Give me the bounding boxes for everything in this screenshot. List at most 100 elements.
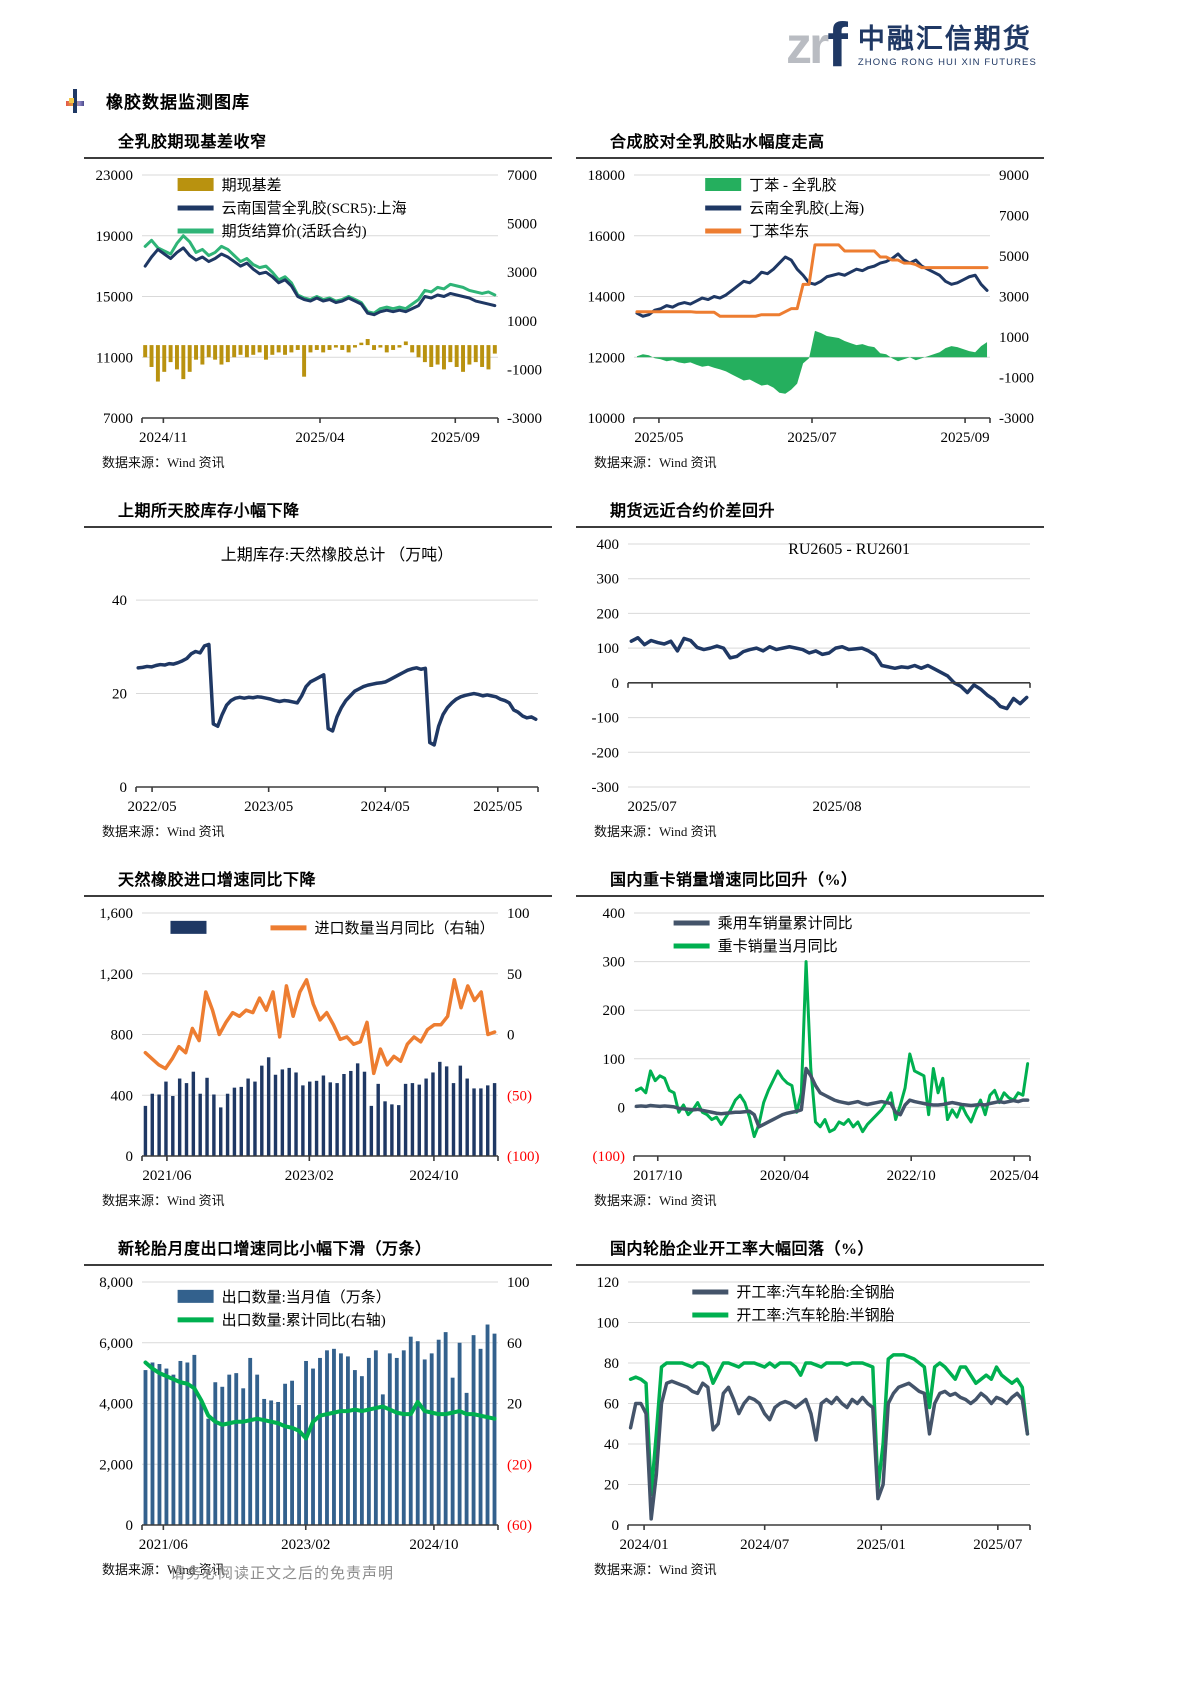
chart-title: 合成胶对全乳胶贴水幅度走高 (610, 134, 825, 151)
page-title: 橡胶数据监测图库 (106, 93, 250, 112)
svg-text:2025/05: 2025/05 (473, 799, 522, 815)
svg-text:7000: 7000 (999, 209, 1029, 225)
svg-text:200: 200 (597, 606, 620, 622)
chart-panel-synthetic-discount: 合成胶对全乳胶贴水幅度走高 18000 16000 14000 12000 10000 9… (576, 128, 1044, 471)
svg-text:上期库存:天然橡胶总计 （万吨）: 上期库存:天然橡胶总计 （万吨） (221, 546, 453, 564)
svg-text:0: 0 (120, 780, 128, 796)
chart-basis: 23000 19000 15000 11000 7000 7000 5000 3000 1000… (84, 163, 554, 448)
data-source: 数据来源：Wind 资讯 (102, 455, 225, 470)
svg-text:0: 0 (126, 1518, 134, 1534)
svg-text:2025/07: 2025/07 (973, 1537, 1023, 1553)
chart-canvas-7: 120 100 80 60 40 20 0 2024/01 2024/07 2025/01 2025… (597, 1275, 1031, 1553)
charts-grid: 全乳胶期现基差收窄 23000 19000 15000 11000 7000 7000 50… (84, 128, 1044, 1578)
svg-text:(60): (60) (507, 1518, 532, 1534)
svg-text:120: 120 (597, 1275, 620, 1291)
svg-text:丁苯 - 全乳胶: 丁苯 - 全乳胶 (749, 176, 837, 194)
svg-text:0: 0 (507, 1028, 515, 1044)
chart-canvas-3: 400 300 200 100 0 -100 -200 -300 2025/07 2025/08 R… (592, 537, 1031, 815)
title-divider (84, 895, 552, 897)
svg-text:23000: 23000 (96, 168, 134, 184)
svg-text:开工率:汽车轮胎:全钢胎: 开工率:汽车轮胎:全钢胎 (736, 1283, 894, 1301)
chart-canvas-5: 400 300 200 100 0 (100) 2017/10 2020/04 2022/10 2… (593, 906, 1040, 1184)
chart-canvas-4: 1,600 1,200 800 400 0 100 50 0 (50) (100) 2021/06 2… (99, 906, 539, 1184)
svg-text:2017/10: 2017/10 (633, 1168, 682, 1184)
chart-panel-truck-sales: 国内重卡销量增速同比回升（%） 400 300 200 100 0 (100) 2017/1… (576, 866, 1044, 1209)
svg-text:40: 40 (604, 1437, 619, 1453)
svg-text:-100: -100 (592, 711, 620, 727)
svg-text:0: 0 (618, 1100, 626, 1116)
chart-panel-imports: 天然橡胶进口增速同比下降 1,600 1,200 800 400 0 100 50 0 (50)… (84, 866, 552, 1209)
svg-text:2024/10: 2024/10 (409, 1537, 458, 1553)
chart-canvas-6: 8,000 6,000 4,000 2,000 0 100 60 20 (20) (60) 2021… (99, 1275, 532, 1553)
svg-text:(100): (100) (593, 1149, 626, 1165)
svg-text:20: 20 (604, 1478, 619, 1494)
svg-text:60: 60 (604, 1397, 619, 1413)
chart-tire-exports: 8,000 6,000 4,000 2,000 0 100 60 20 (20) (60) 2021… (84, 1270, 554, 1555)
svg-text:进口数量当月同比（右轴）: 进口数量当月同比（右轴） (314, 920, 494, 937)
data-source: 数据来源：Wind 资讯 (102, 1193, 225, 1208)
svg-text:8,000: 8,000 (99, 1275, 133, 1291)
chart-panel-operating-rate: 国内轮胎企业开工率大幅回落（%） 120 100 80 60 40 20 0 2024/01 2… (576, 1235, 1044, 1578)
chart-shfe-inventory: 40 20 0 2022/05 2023/05 2024/05 2025/05 上期库存:天然… (84, 532, 554, 817)
svg-text:4,000: 4,000 (99, 1397, 133, 1413)
svg-text:2,000: 2,000 (99, 1457, 133, 1473)
svg-text:2025/01: 2025/01 (857, 1537, 906, 1553)
data-source: 数据来源：Wind 资讯 (594, 1193, 717, 1208)
svg-text:16000: 16000 (588, 229, 626, 245)
svg-text:开工率:汽车轮胎:半钢胎: 开工率:汽车轮胎:半钢胎 (736, 1307, 894, 1324)
section-header: 橡胶数据监测图库 (66, 88, 250, 113)
svg-text:2021/06: 2021/06 (139, 1537, 189, 1553)
svg-text:800: 800 (111, 1028, 134, 1044)
svg-text:50: 50 (507, 967, 522, 983)
svg-text:出口数量:当月值（万条）: 出口数量:当月值（万条） (222, 1289, 391, 1306)
data-source: 数据来源：Wind 资讯 (594, 824, 717, 839)
chart-panel-tire-exports: 新轮胎月度出口增速同比小幅下滑（万条） 8,000 6,000 4,000 2,000… (84, 1235, 552, 1578)
svg-text:300: 300 (597, 572, 620, 588)
svg-text:1,200: 1,200 (99, 967, 133, 983)
svg-text:乘用车销量累计同比: 乘用车销量累计同比 (718, 915, 853, 932)
svg-text:3000: 3000 (507, 265, 537, 281)
title-divider (576, 157, 1044, 159)
svg-text:(20): (20) (507, 1457, 532, 1473)
chart-title: 期货远近合约价差回升 (610, 503, 776, 520)
chart-canvas-1: 18000 16000 14000 12000 10000 9000 7000 5000 300… (588, 168, 1035, 446)
svg-text:19000: 19000 (96, 229, 134, 245)
logo-f-text: f (827, 11, 848, 80)
svg-text:0: 0 (612, 1518, 620, 1534)
svg-text:2020/04: 2020/04 (760, 1168, 810, 1184)
data-source: 数据来源：Wind 资讯 (102, 824, 225, 839)
svg-text:400: 400 (603, 906, 626, 922)
svg-text:400: 400 (111, 1088, 134, 1104)
svg-text:-1000: -1000 (507, 362, 542, 378)
svg-text:5000: 5000 (999, 249, 1029, 265)
chart-panel-basis: 全乳胶期现基差收窄 23000 19000 15000 11000 7000 7000 50… (84, 128, 552, 471)
svg-text:2025/07: 2025/07 (628, 799, 678, 815)
svg-text:100: 100 (597, 641, 620, 657)
chart-title: 新轮胎月度出口增速同比小幅下滑（万条） (118, 1241, 432, 1258)
title-divider (576, 895, 1044, 897)
chart-title: 全乳胶期现基差收窄 (118, 134, 267, 151)
svg-text:400: 400 (597, 537, 620, 553)
svg-text:7000: 7000 (507, 168, 537, 184)
chart-panel-shfe-inventory: 上期所天胶库存小幅下降 40 20 0 2022/05 2023/05 2024/05 20… (84, 497, 552, 840)
svg-text:200: 200 (603, 1003, 626, 1019)
svg-text:60: 60 (507, 1336, 522, 1352)
svg-text:2023/05: 2023/05 (244, 799, 293, 815)
chart-operating-rate: 120 100 80 60 40 20 0 2024/01 2024/07 2025/01 2025… (576, 1270, 1046, 1555)
brand-name-cn: 中融汇信期货 (857, 24, 1032, 54)
svg-text:2021/06: 2021/06 (142, 1168, 192, 1184)
chart-truck-sales: 400 300 200 100 0 (100) 2017/10 2020/04 2022/10 2… (576, 901, 1046, 1186)
svg-text:12000: 12000 (588, 350, 626, 366)
svg-text:(50): (50) (507, 1088, 532, 1104)
svg-text:2024/05: 2024/05 (361, 799, 410, 815)
svg-text:云南国营全乳胶(SCR5):上海: 云南国营全乳胶(SCR5):上海 (222, 199, 407, 217)
svg-text:2024/11: 2024/11 (139, 430, 188, 446)
svg-text:100: 100 (603, 1052, 626, 1068)
data-source: 数据来源：Wind 资讯 (594, 1562, 717, 1577)
svg-text:-3000: -3000 (507, 411, 542, 427)
section-bullet-icon (66, 88, 84, 113)
svg-text:2025/09: 2025/09 (940, 430, 989, 446)
svg-text:100: 100 (597, 1316, 620, 1332)
chart-title: 国内重卡销量增速同比回升（%） (610, 872, 858, 889)
svg-text:1,600: 1,600 (99, 906, 133, 922)
